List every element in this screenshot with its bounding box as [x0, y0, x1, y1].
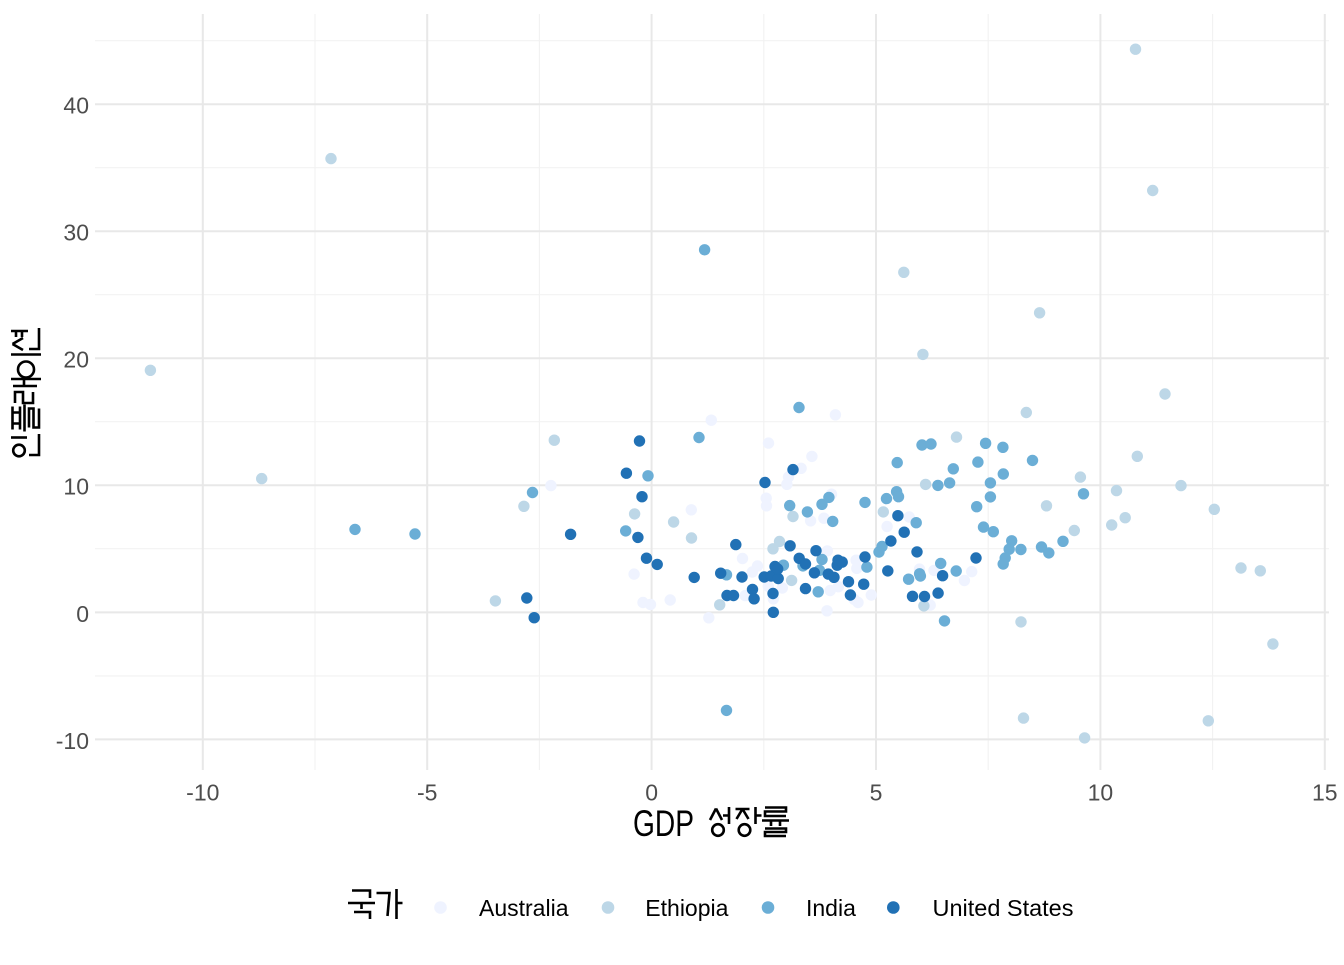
svg-text:5: 5	[870, 780, 883, 806]
svg-text:10: 10	[1088, 780, 1114, 806]
svg-text:20: 20	[63, 347, 89, 373]
svg-text:Ethiopia: Ethiopia	[645, 895, 728, 921]
svg-text:-10: -10	[56, 728, 89, 754]
svg-text:0: 0	[645, 780, 658, 806]
svg-text:Australia: Australia	[479, 895, 569, 921]
svg-text:GDP: GDP	[633, 803, 694, 844]
svg-text:30: 30	[63, 220, 89, 246]
svg-text:15: 15	[1312, 780, 1338, 806]
svg-text:United States: United States	[933, 895, 1074, 921]
svg-text:-10: -10	[186, 780, 219, 806]
svg-text:India: India	[806, 895, 856, 921]
svg-text:0: 0	[76, 601, 89, 627]
svg-text:10: 10	[63, 474, 89, 500]
svg-text:40: 40	[63, 93, 89, 119]
svg-text:-5: -5	[417, 780, 437, 806]
